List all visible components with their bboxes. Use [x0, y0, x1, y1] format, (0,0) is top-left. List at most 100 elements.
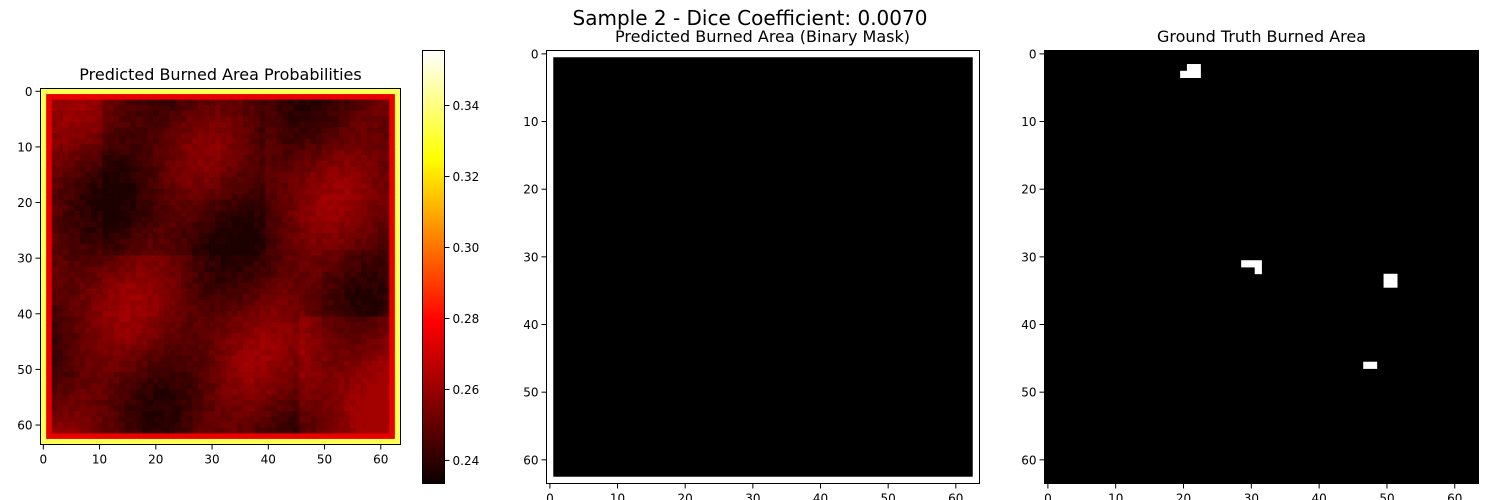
probability-cell	[378, 311, 385, 318]
probability-cell	[349, 433, 357, 440]
probability-cell	[214, 244, 222, 251]
probability-cell	[231, 422, 238, 429]
probability-cell	[254, 171, 261, 179]
probability-cell	[164, 205, 171, 212]
probability-cell	[209, 238, 216, 245]
probability-cell	[175, 416, 182, 423]
probability-cell	[147, 199, 154, 206]
probability-cell	[243, 266, 250, 273]
probability-cell	[361, 338, 368, 345]
probability-cell	[288, 377, 295, 384]
probability-cell	[68, 405, 75, 412]
probability-cell	[288, 266, 295, 273]
probability-cell	[344, 205, 351, 212]
probability-cell	[231, 400, 238, 407]
probability-cell	[248, 416, 255, 423]
probability-cell	[355, 199, 362, 206]
probability-cell	[198, 411, 205, 418]
probability-cell	[141, 127, 148, 134]
probability-cell	[282, 411, 289, 418]
probability-cell	[136, 283, 143, 290]
probability-cell	[254, 349, 261, 357]
probability-cell	[310, 183, 317, 190]
probability-cell	[355, 433, 362, 440]
probability-cell	[147, 411, 154, 418]
probability-cell	[63, 305, 70, 312]
probability-cell	[333, 127, 340, 134]
probability-cell	[226, 349, 233, 357]
probability-cell	[237, 438, 244, 446]
probability-cell	[85, 305, 92, 312]
probability-cell	[119, 283, 126, 290]
probability-cell	[136, 377, 143, 384]
probability-cell	[316, 322, 323, 329]
probability-cell	[40, 416, 47, 423]
probability-cell	[119, 388, 126, 396]
probability-cell	[91, 233, 98, 240]
probability-cell	[389, 283, 396, 290]
probability-cell	[186, 222, 193, 229]
probability-cell	[40, 216, 47, 223]
probability-cell	[333, 383, 340, 390]
probability-cell	[254, 355, 261, 362]
probability-cell	[265, 366, 272, 373]
probability-cell	[147, 366, 154, 373]
probability-cell	[74, 99, 81, 106]
probability-cell	[214, 416, 222, 423]
probability-cell	[243, 171, 250, 179]
probability-cell	[57, 133, 64, 140]
probability-cell	[68, 205, 75, 212]
probability-cell	[147, 166, 154, 173]
probability-cell	[124, 272, 132, 279]
probability-cell	[203, 283, 210, 290]
probability-cell	[51, 327, 58, 334]
probability-cell	[288, 294, 295, 301]
probability-cell	[248, 394, 255, 401]
probability-cell	[40, 283, 47, 290]
probability-cell	[153, 283, 160, 290]
probability-cell	[355, 149, 362, 156]
probability-cell	[51, 222, 58, 229]
probability-cell	[153, 366, 160, 373]
probability-cell	[124, 405, 132, 412]
probability-cell	[40, 127, 47, 134]
probability-cell	[102, 166, 109, 173]
probability-cell	[276, 411, 283, 418]
probability-cell	[237, 238, 244, 245]
probability-cell	[237, 277, 244, 284]
probability-cell	[389, 127, 396, 134]
probability-cell	[338, 411, 345, 418]
probability-cell	[158, 366, 165, 373]
probability-cell	[141, 333, 148, 340]
probability-cell	[175, 288, 182, 295]
probability-cell	[394, 127, 402, 134]
probability-cell	[243, 305, 250, 312]
probability-cell	[310, 233, 317, 240]
probability-cell	[158, 383, 165, 390]
probability-cell	[310, 355, 317, 362]
probability-cell	[394, 233, 402, 240]
probability-cell	[259, 349, 267, 357]
probability-cell	[378, 216, 385, 223]
probability-cell	[169, 99, 177, 106]
probability-cell	[214, 372, 222, 379]
probability-cell	[74, 166, 81, 173]
probability-cell	[130, 405, 137, 412]
probability-cell	[383, 438, 390, 446]
probability-cell	[344, 344, 351, 351]
probability-cell	[181, 272, 188, 279]
probability-cell	[304, 194, 312, 201]
probability-cell	[74, 427, 81, 434]
probability-cell	[113, 94, 120, 101]
probability-cell	[361, 266, 368, 273]
probability-cell	[57, 194, 64, 201]
probability-cell	[248, 316, 255, 323]
probability-cell	[271, 294, 278, 301]
probability-cell	[147, 116, 154, 123]
probability-cell	[192, 333, 199, 340]
probability-cell	[192, 255, 199, 262]
probability-cell	[254, 210, 261, 218]
probability-cell	[383, 105, 390, 112]
probability-cell	[276, 222, 283, 229]
probability-cell	[147, 249, 154, 256]
